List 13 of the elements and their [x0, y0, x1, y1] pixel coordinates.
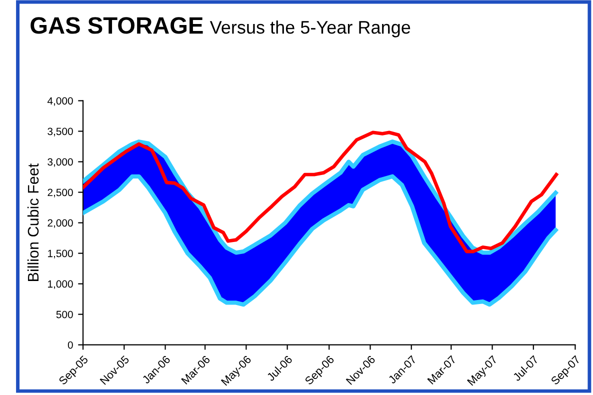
y-tick-label: 2,500 — [48, 188, 73, 198]
y-tick-label: 500 — [56, 310, 73, 318]
y-axis-title: Billion Cubic Feet — [27, 163, 39, 281]
y-tick-label: 3,500 — [48, 128, 73, 136]
y-tick-label: 2,000 — [48, 219, 73, 228]
chart-subtitle: Versus the 5-Year Range — [210, 20, 410, 38]
y-tick-label: 0 — [68, 341, 73, 349]
chart-title: GAS STORAGE — [30, 17, 203, 34]
y-tick-label: 4,000 — [47, 97, 73, 106]
line-series — [83, 174, 558, 307]
y-tick-label: 1,500 — [48, 250, 73, 258]
y-tick-label: 1,000 — [48, 280, 73, 289]
y-tick-label: 3,000 — [48, 158, 73, 167]
